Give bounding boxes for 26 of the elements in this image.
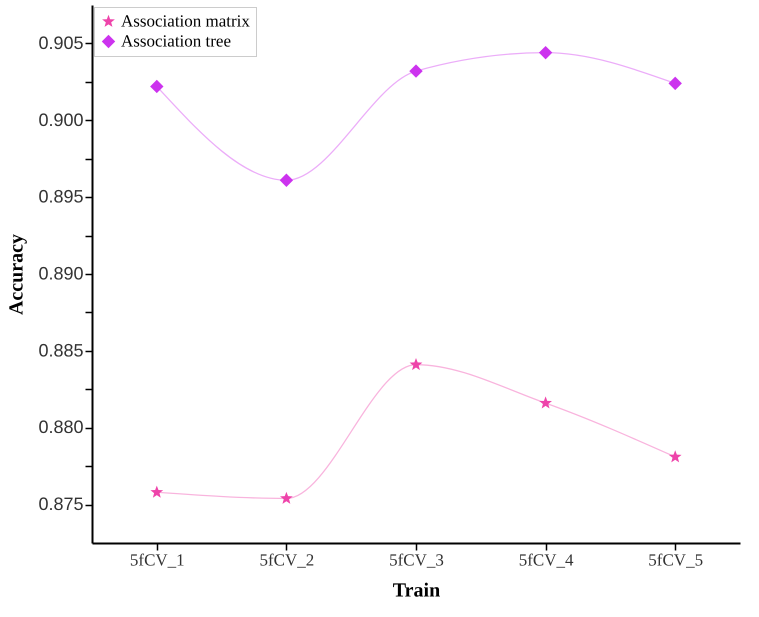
y-tick-label: 0.880 [38, 417, 84, 438]
x-axis-title: Train [392, 580, 440, 602]
y-tick-label: 0.905 [38, 32, 84, 53]
point [150, 80, 164, 94]
point [410, 358, 422, 370]
legend-label: Association tree [121, 32, 231, 50]
legend-label: Association matrix [121, 12, 250, 30]
x-tick-label: 5fCV_2 [260, 550, 314, 570]
point [538, 46, 552, 60]
y-tick-label: 0.885 [38, 340, 84, 360]
x-tick-label: 5fCV_4 [518, 550, 574, 570]
x-tick-label: 5fCV_5 [648, 550, 704, 570]
point [668, 76, 682, 90]
x-tick-label: 5fCV_1 [130, 550, 185, 570]
point [150, 486, 164, 498]
point [409, 64, 423, 78]
point [668, 450, 682, 462]
y-tick-label: 0.890 [38, 264, 84, 284]
y-tick-label: 0.895 [38, 186, 84, 207]
y-tick-label: 0.875 [38, 494, 84, 514]
point [280, 492, 293, 504]
point [280, 174, 294, 187]
y-tick-label: 0.900 [38, 110, 84, 130]
y-axis-title: Accuracy [5, 234, 28, 316]
point [539, 396, 552, 409]
x-tick-label: 5fCV_3 [389, 550, 444, 570]
